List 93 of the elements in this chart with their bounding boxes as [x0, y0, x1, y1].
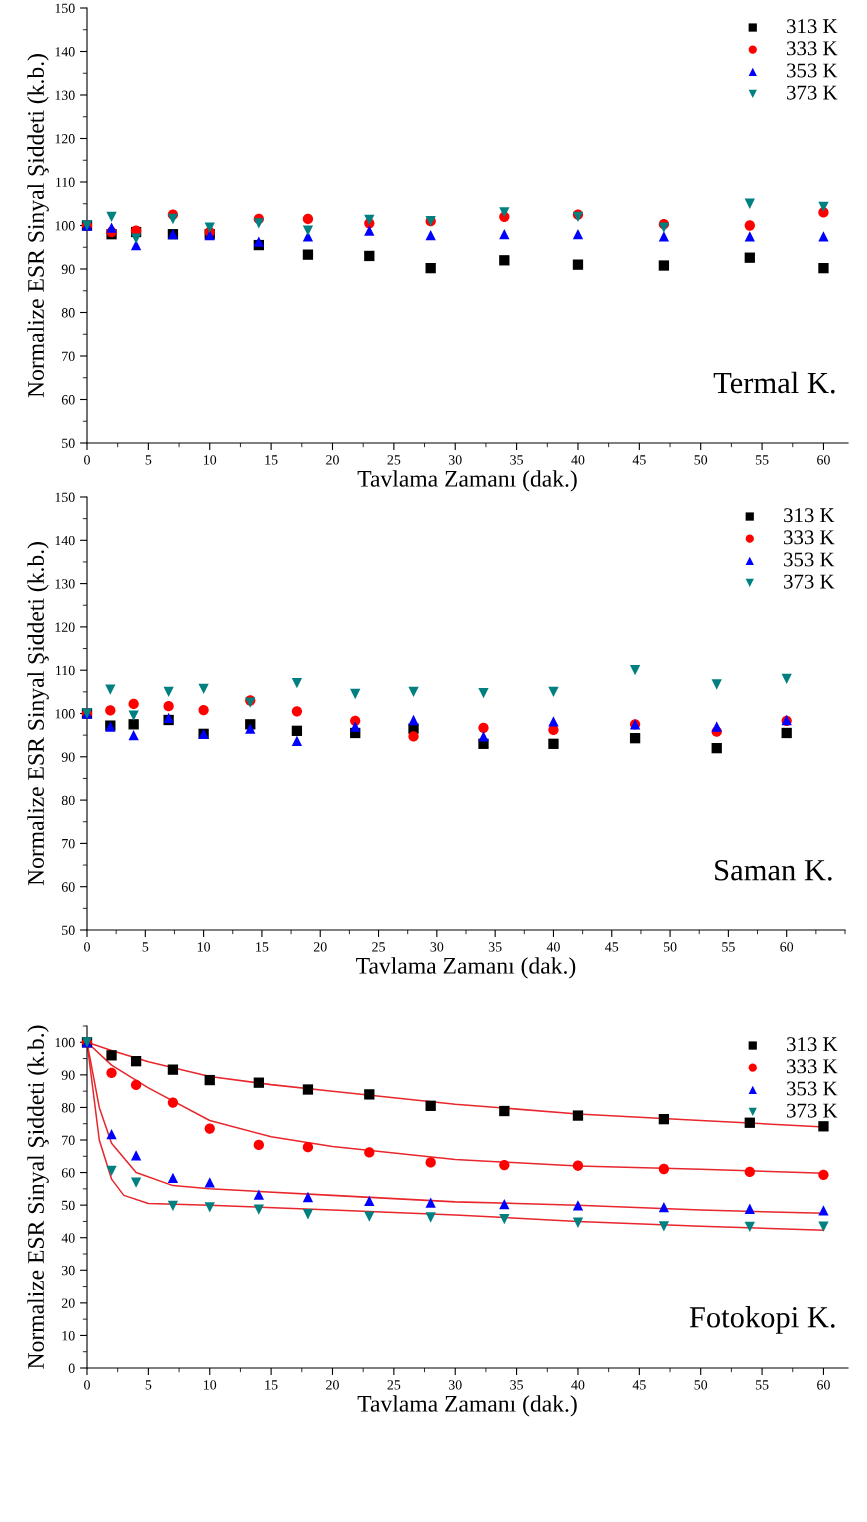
x-tick-label: 30 — [448, 455, 462, 465]
y-tick-label: 80 — [61, 1103, 75, 1113]
legend-label: 353 K — [784, 552, 835, 567]
x-tick-label: 0 — [84, 1380, 90, 1390]
y-tick-label: 50 — [62, 925, 75, 935]
x-tick-label: 15 — [265, 455, 278, 465]
y-tick-label: 20 — [61, 1298, 75, 1308]
annotation: Saman K. — [715, 859, 832, 881]
y-tick-label: 90 — [61, 752, 75, 762]
legend-label: 333 K — [784, 530, 835, 545]
y-tick-label: 80 — [61, 795, 75, 806]
x-tick-label: 50 — [694, 1380, 708, 1390]
x-tick-label: 10 — [197, 942, 211, 952]
y-tick-label: 70 — [62, 1135, 75, 1145]
legend-label: 353 K — [787, 1081, 838, 1096]
legend-label: 353 K — [787, 63, 838, 78]
x-tick-label: 5 — [142, 942, 149, 952]
x-axis-title: Tavlama Zamanı (dak.) — [357, 470, 577, 492]
x-tick-label: 25 — [372, 942, 385, 952]
x-tick-label: 35 — [510, 1380, 523, 1390]
x-tick-label: 15 — [265, 1380, 278, 1390]
y-tick-label: 60 — [61, 882, 75, 892]
x-tick-label: 50 — [663, 942, 677, 952]
annotation: Termal K. — [713, 371, 835, 394]
x-tick-label: 20 — [313, 942, 327, 952]
y-tick-label: 40 — [61, 1233, 75, 1243]
x-tick-label: 45 — [632, 455, 646, 465]
y-tick-label: 110 — [56, 665, 75, 676]
x-tick-label: 25 — [387, 1380, 401, 1390]
x-tick-label: 45 — [632, 1380, 646, 1390]
x-tick-label: 20 — [326, 1380, 339, 1390]
y-axis-title: Normalize ESR Sinyal Şiddeti (k.b.) — [27, 54, 49, 398]
y-tick-label: 60 — [61, 395, 75, 405]
y-tick-label: 80 — [61, 308, 75, 318]
y-tick-label: 110 — [56, 177, 75, 187]
y-tick-label: 50 — [62, 1200, 75, 1211]
y-tick-label: 100 — [55, 709, 75, 719]
legend-label: 373 K — [787, 85, 838, 100]
x-tick-label: 0 — [84, 942, 90, 952]
x-tick-label: 60 — [817, 1380, 830, 1390]
x-axis-title: Tavlama Zamanı (dak.) — [356, 957, 576, 979]
y-tick-label: 30 — [61, 1265, 75, 1276]
y-tick-label: 70 — [62, 351, 75, 361]
x-tick-label: 20 — [326, 455, 339, 465]
y-tick-label: 120 — [55, 622, 75, 632]
legend-label: 333 K — [787, 41, 838, 56]
x-tick-label: 55 — [755, 455, 769, 465]
y-tick-label: 130 — [55, 90, 75, 100]
x-tick-label: 55 — [755, 1380, 769, 1390]
annotation: Fotokopi K. — [689, 1306, 835, 1334]
y-axis-title: Normalize ESR Sinyal Şiddeti (k.b.) — [27, 1025, 49, 1369]
x-tick-label: 5 — [145, 455, 152, 465]
y-axis-title: Normalize ESR Sinyal Şiddeti (k.b.) — [27, 542, 49, 886]
legend-label: 373 K — [784, 574, 835, 589]
y-tick-label: 90 — [61, 1070, 75, 1080]
x-tick-label: 40 — [546, 942, 560, 952]
x-tick-label: 55 — [722, 942, 735, 952]
y-tick-label: 150 — [55, 492, 75, 502]
y-tick-label: 130 — [55, 579, 75, 589]
x-tick-label: 40 — [571, 1380, 585, 1390]
x-tick-label: 10 — [204, 1380, 217, 1390]
x-tick-label: 10 — [204, 455, 217, 465]
x-tick-label: 0 — [84, 455, 90, 465]
y-tick-label: 0 — [68, 1363, 75, 1373]
y-tick-label: 50 — [62, 438, 75, 448]
y-tick-label: 10 — [62, 1331, 75, 1341]
x-tick-label: 50 — [694, 455, 708, 465]
x-tick-label: 40 — [571, 455, 585, 465]
x-tick-label: 60 — [780, 942, 794, 952]
x-axis-title: Tavlama Zamanı (dak.) — [357, 1395, 577, 1417]
x-tick-label: 25 — [387, 455, 401, 465]
x-tick-label: 35 — [488, 942, 502, 952]
x-tick-label: 45 — [605, 942, 619, 952]
x-tick-label: 30 — [448, 1380, 462, 1390]
x-tick-label: 15 — [256, 942, 269, 952]
legend-label: 313 K — [787, 1037, 838, 1052]
x-tick-label: 35 — [510, 455, 523, 465]
y-tick-label: 90 — [61, 264, 75, 274]
y-tick-label: 150 — [55, 3, 75, 13]
x-tick-label: 5 — [145, 1380, 152, 1390]
x-tick-label: 30 — [430, 942, 444, 952]
legend-label: 313 K — [787, 19, 838, 34]
y-tick-label: 70 — [62, 838, 75, 849]
y-tick-label: 100 — [55, 1037, 75, 1048]
y-tick-label: 120 — [55, 134, 75, 144]
x-tick-label: 60 — [817, 455, 830, 465]
legend-label: 333 K — [787, 1059, 838, 1074]
y-tick-label: 140 — [55, 47, 75, 57]
y-tick-label: 60 — [61, 1168, 75, 1178]
y-tick-label: 100 — [55, 221, 75, 231]
legend-label: 373 K — [787, 1103, 838, 1118]
y-tick-label: 140 — [55, 535, 75, 546]
legend-label: 313 K — [784, 508, 835, 523]
